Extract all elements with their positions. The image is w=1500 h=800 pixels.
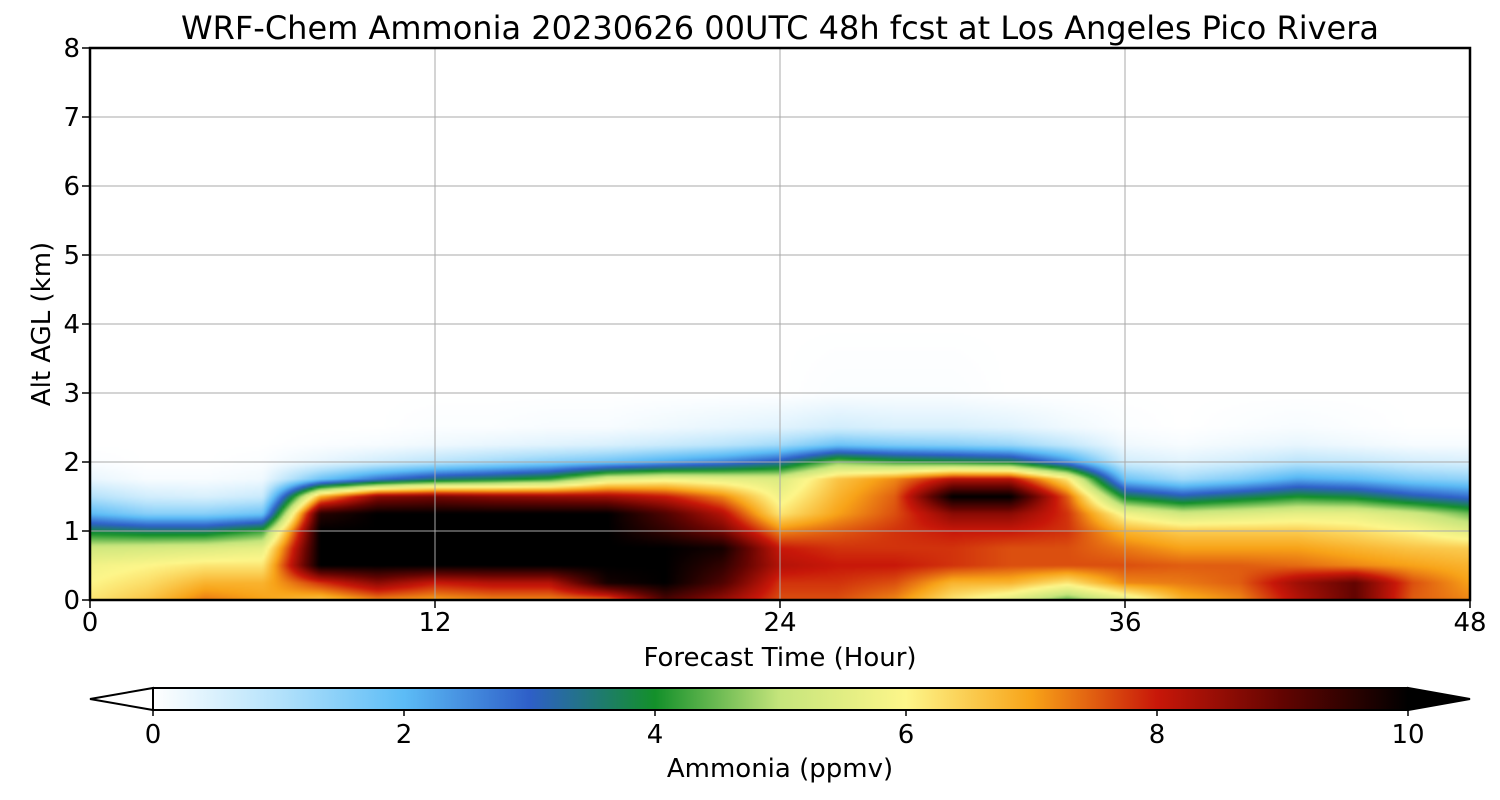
x-tick-label: 0 <box>82 608 99 638</box>
colorbar-label: Ammonia (ppmv) <box>667 754 893 784</box>
y-axis: 0 1 2 3 4 5 6 7 8 <box>63 34 90 616</box>
y-tick-label: 1 <box>63 517 80 547</box>
y-tick-label: 5 <box>63 241 80 271</box>
x-tick-label: 48 <box>1453 608 1486 638</box>
colorbar-tick-label: 2 <box>396 720 413 750</box>
colorbar-tick-label: 8 <box>1149 720 1166 750</box>
colorbar-over-triangle <box>1407 686 1471 712</box>
x-axis: 0 12 24 36 48 <box>82 600 1487 638</box>
x-axis-label: Forecast Time (Hour) <box>643 643 916 673</box>
colorbar: 0 2 4 6 8 10 Ammonia (ppmv) <box>89 686 1471 784</box>
y-axis-label: Alt AGL (km) <box>27 242 57 406</box>
y-tick-label: 6 <box>63 172 80 202</box>
colorbar-tick-label: 0 <box>145 720 162 750</box>
grid-lines <box>90 48 1470 600</box>
x-tick-label: 12 <box>418 608 451 638</box>
colorbar-strip <box>152 687 1409 711</box>
colorbar-tick-label: 10 <box>1391 720 1424 750</box>
y-tick-label: 0 <box>63 586 80 616</box>
y-tick-label: 8 <box>63 34 80 64</box>
colorbar-ticks: 0 2 4 6 8 10 <box>145 710 1425 750</box>
colorbar-under-triangle <box>89 686 154 712</box>
colorbar-tick-label: 4 <box>647 720 664 750</box>
y-tick-label: 4 <box>63 310 80 340</box>
x-tick-label: 36 <box>1108 608 1141 638</box>
y-tick-label: 3 <box>63 379 80 409</box>
chart-title: WRF-Chem Ammonia 20230626 00UTC 48h fcst… <box>181 9 1379 47</box>
colorbar-tick-label: 6 <box>898 720 915 750</box>
y-tick-label: 7 <box>63 103 80 133</box>
x-tick-label: 24 <box>763 608 796 638</box>
y-tick-label: 2 <box>63 448 80 478</box>
